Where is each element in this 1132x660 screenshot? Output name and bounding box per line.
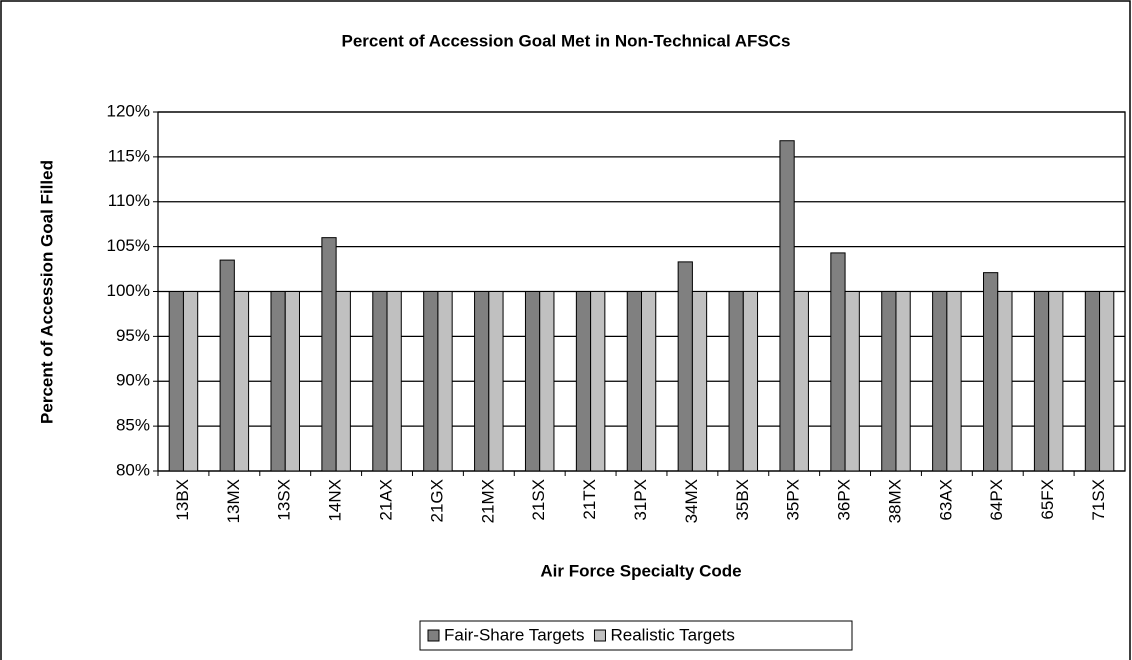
bar <box>423 291 439 472</box>
x-tick-label: 13BX <box>173 479 192 521</box>
y-tick-label: 90% <box>116 371 150 390</box>
bar <box>932 291 948 472</box>
y-tick-label: 120% <box>107 101 150 120</box>
bar <box>575 291 592 472</box>
bar <box>219 259 235 472</box>
bar <box>1048 291 1064 472</box>
x-tick-label: 21AX <box>377 479 396 521</box>
y-tick-label: 85% <box>116 416 150 435</box>
bar <box>997 291 1013 472</box>
bar <box>641 291 657 472</box>
bar <box>983 272 999 472</box>
bar <box>626 291 642 472</box>
x-tick-label: 21GX <box>427 479 446 522</box>
x-tick-label: 13SX <box>275 479 294 521</box>
x-tick-label: 38MX <box>885 479 904 523</box>
bar <box>474 291 490 472</box>
legend-label: Fair-Share Targets <box>444 625 584 644</box>
y-tick-label: 100% <box>107 281 150 300</box>
bar <box>182 291 199 472</box>
bar <box>372 291 388 472</box>
bar <box>284 291 300 472</box>
bar <box>691 291 708 472</box>
bar <box>233 291 250 472</box>
bar <box>728 291 744 472</box>
bar <box>895 291 911 472</box>
y-tick-label: 95% <box>116 326 150 345</box>
bar <box>779 140 795 472</box>
x-tick-label: 14NX <box>326 479 345 522</box>
x-tick-label: 21TX <box>580 479 599 520</box>
x-tick-label: 35BX <box>733 479 752 521</box>
bar <box>270 291 286 472</box>
chart-title: Percent of Accession Goal Met in Non-Tec… <box>341 31 790 50</box>
bar <box>524 291 541 472</box>
legend-swatch <box>593 629 606 642</box>
bar <box>677 261 693 472</box>
x-tick-label: 36PX <box>835 479 854 521</box>
y-axis-label: Percent of Accession Goal Filled <box>37 160 56 424</box>
bar <box>590 291 606 472</box>
bar <box>386 291 402 472</box>
y-tick-label: 105% <box>107 236 150 255</box>
x-tick-label: 71SX <box>1089 479 1108 521</box>
legend-box <box>419 620 853 651</box>
x-tick-label: 13MX <box>224 479 243 523</box>
x-axis-label: Air Force Specialty Code <box>540 561 741 580</box>
x-tick-label: 31PX <box>631 479 650 521</box>
y-tick-label: 110% <box>108 191 150 210</box>
bar <box>168 291 184 472</box>
bar <box>437 291 453 472</box>
bar <box>881 291 897 472</box>
legend-swatch <box>427 629 440 642</box>
x-tick-label: 64PX <box>987 479 1006 521</box>
bar <box>1099 291 1115 472</box>
bar <box>488 291 504 472</box>
bar <box>321 237 337 472</box>
bar <box>539 291 555 472</box>
bar <box>844 291 860 472</box>
legend-label: Realistic Targets <box>610 625 734 644</box>
bar <box>830 252 846 472</box>
x-tick-label: 63AX <box>936 479 955 521</box>
bar <box>946 291 962 472</box>
x-tick-label: 65FX <box>1038 479 1057 520</box>
x-tick-label: 35PX <box>784 479 803 521</box>
y-tick-label: 80% <box>116 460 150 479</box>
bar <box>1084 291 1101 472</box>
bar <box>742 291 759 472</box>
x-tick-label: 21SX <box>529 479 548 521</box>
y-tick-label: 115% <box>108 146 150 165</box>
x-tick-label: 34MX <box>682 479 701 523</box>
bar <box>335 291 351 472</box>
bar <box>1033 291 1050 472</box>
bar <box>793 291 809 472</box>
x-tick-label: 21MX <box>478 479 497 523</box>
